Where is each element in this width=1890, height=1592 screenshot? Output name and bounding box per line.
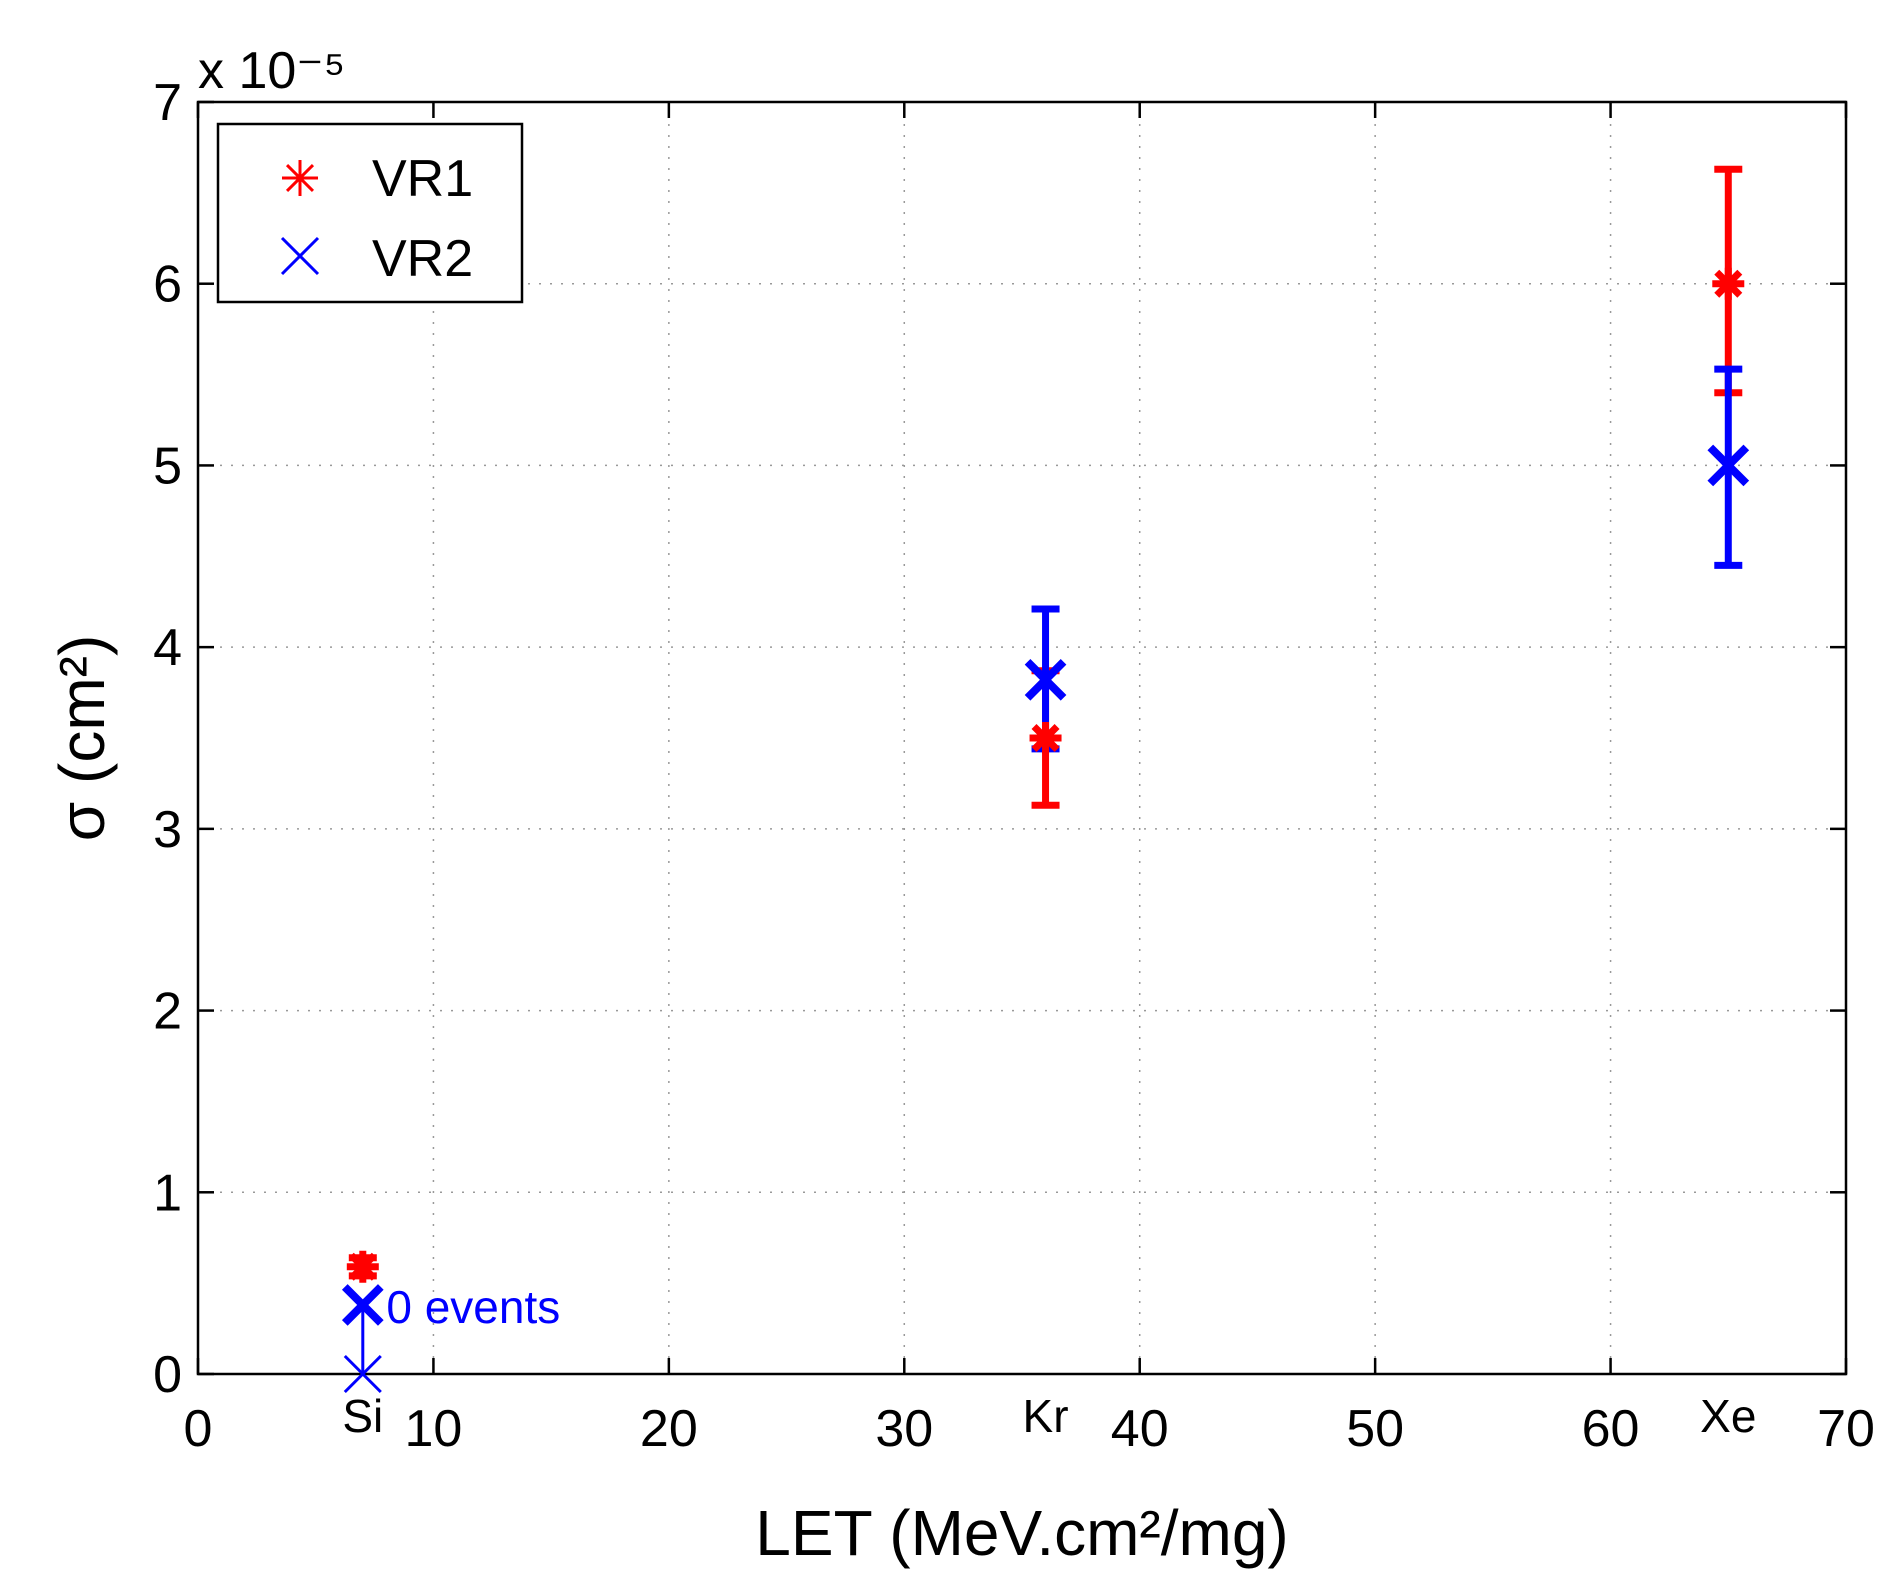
x-tick-label: 10 bbox=[405, 1400, 463, 1458]
legend-marker-vr2 bbox=[280, 236, 320, 276]
tick-layer: 0 10 20 30 40 50 60 70 0 1 2 3 4 5 6 7 bbox=[153, 74, 1875, 1458]
y-axis-title: σ (cm²) bbox=[46, 635, 118, 842]
plot-area bbox=[196, 100, 1848, 1376]
legend-marker-vr1 bbox=[282, 160, 318, 196]
legend-asterisk-icon bbox=[282, 160, 318, 196]
legend-box bbox=[216, 122, 524, 304]
point-vr1-0 bbox=[346, 1250, 379, 1283]
x-axis-title: LET (MeV.cm²/mg) bbox=[755, 1497, 1288, 1569]
annotation-layer: Si Kr Xe 0 events bbox=[342, 1281, 1756, 1442]
y-tick-label: 0 bbox=[153, 1346, 182, 1404]
errorbar-vr2-0 bbox=[343, 1304, 382, 1394]
point-vr1-2 bbox=[1712, 267, 1745, 300]
ion-label-xe: Xe bbox=[1700, 1390, 1756, 1442]
x-tick-label: 30 bbox=[875, 1400, 933, 1458]
point-vr2-1 bbox=[1024, 659, 1067, 701]
y-tick-label: 6 bbox=[153, 256, 182, 314]
zero-events-note: 0 events bbox=[386, 1281, 560, 1333]
y-tick-label: 5 bbox=[153, 437, 182, 495]
x-tick-label: 0 bbox=[184, 1400, 213, 1458]
upper-limit-marker bbox=[343, 1354, 382, 1394]
y-scale-label: x 10⁻⁵ bbox=[198, 42, 345, 100]
point-vr2-0 bbox=[341, 1284, 384, 1326]
legend-x-icon bbox=[280, 236, 320, 276]
x-tick-label: 20 bbox=[640, 1400, 698, 1458]
x-tick-label: 60 bbox=[1582, 1400, 1640, 1458]
legend: VR1 VR2 bbox=[216, 122, 524, 304]
legend-label-vr1: VR1 bbox=[372, 150, 473, 208]
ion-label-kr: Kr bbox=[1023, 1390, 1069, 1442]
y-tick-label: 4 bbox=[153, 619, 182, 677]
legend-label-vr2: VR2 bbox=[372, 230, 473, 288]
y-tick-label: 2 bbox=[153, 983, 182, 1041]
errorbar-layer bbox=[343, 165, 1743, 1394]
x-tick-label: 50 bbox=[1346, 1400, 1404, 1458]
x-tick-label: 40 bbox=[1111, 1400, 1169, 1458]
marker-layer bbox=[341, 267, 1750, 1326]
x-tick-label: 70 bbox=[1817, 1400, 1875, 1458]
y-tick-label: 1 bbox=[153, 1164, 182, 1222]
point-vr2-2 bbox=[1707, 444, 1750, 487]
y-tick-label: 7 bbox=[153, 74, 182, 132]
y-tick-label: 3 bbox=[153, 801, 182, 859]
ion-label-si: Si bbox=[342, 1390, 383, 1442]
point-vr1-1 bbox=[1029, 722, 1062, 754]
